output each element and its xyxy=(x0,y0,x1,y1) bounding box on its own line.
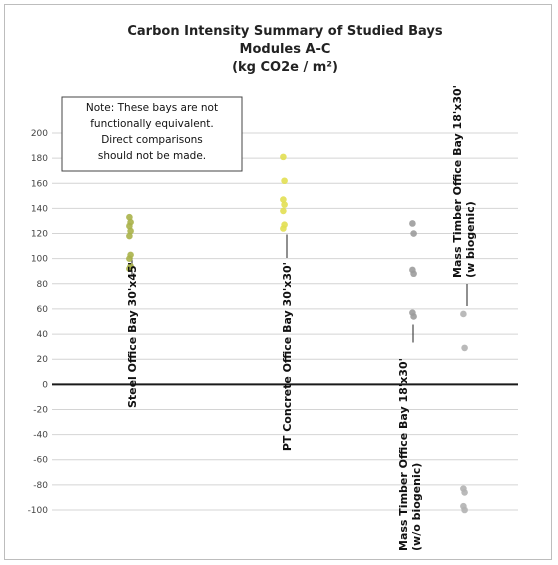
data-point xyxy=(126,213,133,221)
y-tick-label: -100 xyxy=(28,506,49,516)
data-point xyxy=(410,230,417,237)
y-tick-label: 160 xyxy=(31,179,48,189)
data-point xyxy=(461,489,468,496)
note-box-border xyxy=(61,96,243,172)
data-point xyxy=(280,225,287,232)
y-tick-label: 200 xyxy=(31,129,48,139)
note-line-3: Direct comparisons xyxy=(101,134,203,146)
y-tick-label: 60 xyxy=(37,305,49,315)
data-point xyxy=(280,207,287,215)
category-label: Mass Timber Office Bay 18'x30' xyxy=(451,85,464,278)
y-tick-label: -40 xyxy=(33,431,48,441)
category-label: Steel Office Bay 30'x45' xyxy=(126,262,139,408)
y-tick-label: 180 xyxy=(31,154,48,164)
data-point xyxy=(281,201,288,208)
y-tick-label: 0 xyxy=(42,380,48,390)
grid-lines xyxy=(52,132,518,511)
chart-title-line-1: Carbon Intensity Summary of Studied Bays xyxy=(127,24,443,39)
y-tick-label: -20 xyxy=(33,405,48,415)
note-line-2: functionally equivalent. xyxy=(90,118,214,130)
data-point xyxy=(410,270,417,278)
data-point xyxy=(126,255,133,262)
y-tick-label: 120 xyxy=(31,230,48,240)
data-point xyxy=(126,232,133,240)
chart-title-line-3: (kg CO2e / m²) xyxy=(232,60,338,75)
category-label: PT Concrete Office Bay 30'x30' xyxy=(281,262,294,451)
data-point xyxy=(281,177,288,185)
y-tick-label: -80 xyxy=(33,481,48,491)
category-label: (w biogenic) xyxy=(464,201,477,278)
category-labels: Steel Office Bay 30'x45' PT Concrete Offi… xyxy=(126,85,477,551)
data-point xyxy=(410,313,417,320)
y-tick-label: 100 xyxy=(31,255,48,265)
y-axis-ticks: 200180160140120100806040200-20-40-60-80-… xyxy=(28,129,49,516)
data-point xyxy=(461,506,468,514)
chart-title-line-2: Modules A-C xyxy=(240,42,331,57)
data-point xyxy=(127,227,134,235)
note-line-1: Note: These bays are not xyxy=(86,102,218,114)
category-label: (w/o biogenic) xyxy=(410,463,423,551)
data-points xyxy=(126,153,468,514)
data-point xyxy=(461,344,468,352)
data-point xyxy=(280,196,287,203)
y-tick-label: -60 xyxy=(33,456,48,466)
data-point xyxy=(126,265,133,273)
y-tick-label: 40 xyxy=(37,330,49,340)
y-tick-label: 80 xyxy=(37,280,49,290)
y-tick-label: 20 xyxy=(37,355,49,365)
data-point xyxy=(409,220,416,227)
category-markers xyxy=(131,234,468,343)
chart-title: Carbon Intensity Summary of Studied Bays… xyxy=(127,24,443,75)
y-tick-label: 140 xyxy=(31,204,48,214)
data-point xyxy=(460,310,467,318)
data-point xyxy=(126,222,133,230)
category-label: Mass Timber Office Bay 18'x30' xyxy=(397,358,410,551)
note-box: Note: These bays are not functionally eq… xyxy=(61,96,243,172)
note-line-4: should not be made. xyxy=(98,150,206,162)
data-point xyxy=(280,153,287,161)
